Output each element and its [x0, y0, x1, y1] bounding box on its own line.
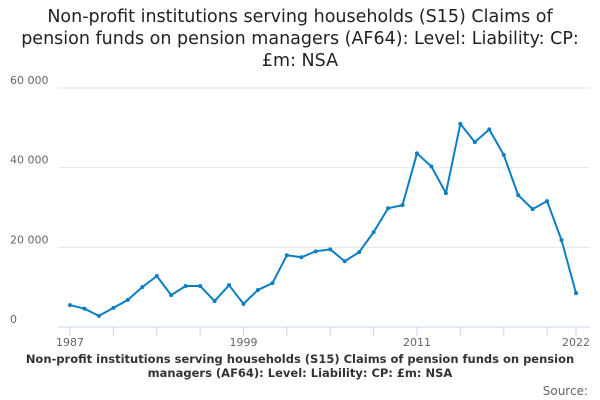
data-point: [400, 203, 405, 208]
y-tick-label: 60 000: [10, 74, 49, 87]
data-point: [82, 306, 87, 311]
data-point: [227, 283, 232, 288]
data-point: [574, 291, 578, 296]
data-point: [371, 230, 376, 235]
data-point: [501, 152, 506, 157]
line-chart: 0 20 000 40 000 60 000 1987 1999 2011 2022: [10, 74, 590, 349]
data-point: [559, 238, 564, 243]
x-tick-label: 2022: [562, 336, 590, 349]
data-point: [530, 207, 535, 212]
data-point: [443, 191, 448, 196]
legend-series-label: Non-profit institutions serving househol…: [25, 352, 575, 380]
data-point: [299, 255, 304, 260]
data-point: [386, 206, 391, 211]
x-tick-label: 2011: [403, 336, 431, 349]
series-line: [69, 122, 577, 317]
data-point: [342, 259, 347, 264]
data-point: [270, 281, 275, 286]
x-tick-label: 1999: [229, 336, 257, 349]
data-point: [313, 249, 318, 254]
data-point: [125, 297, 130, 302]
data-point: [545, 199, 550, 204]
data-point: [241, 301, 246, 306]
data-point: [255, 287, 260, 292]
data-point: [212, 299, 217, 304]
data-point: [183, 283, 188, 288]
data-point: [284, 253, 289, 258]
data-point: [169, 293, 174, 298]
data-point: [198, 283, 203, 288]
data-point: [328, 247, 333, 252]
data-point: [357, 250, 362, 255]
chart-title: Non-profit institutions serving househol…: [21, 7, 579, 71]
y-tick-label: 0: [10, 313, 17, 326]
source-label: Source:: [542, 384, 588, 398]
y-tick-label: 40 000: [10, 154, 49, 167]
y-tick-label: 20 000: [10, 233, 49, 246]
data-point: [472, 140, 477, 145]
data-point: [111, 305, 116, 310]
data-point: [458, 121, 463, 126]
data-point: [140, 285, 145, 290]
data-point: [68, 303, 72, 308]
data-point: [487, 127, 492, 132]
data-point: [516, 193, 521, 198]
data-point: [154, 274, 159, 279]
data-point: [414, 151, 419, 156]
data-point: [96, 313, 101, 318]
data-point: [429, 164, 434, 169]
x-tick-label: 1987: [56, 336, 84, 349]
